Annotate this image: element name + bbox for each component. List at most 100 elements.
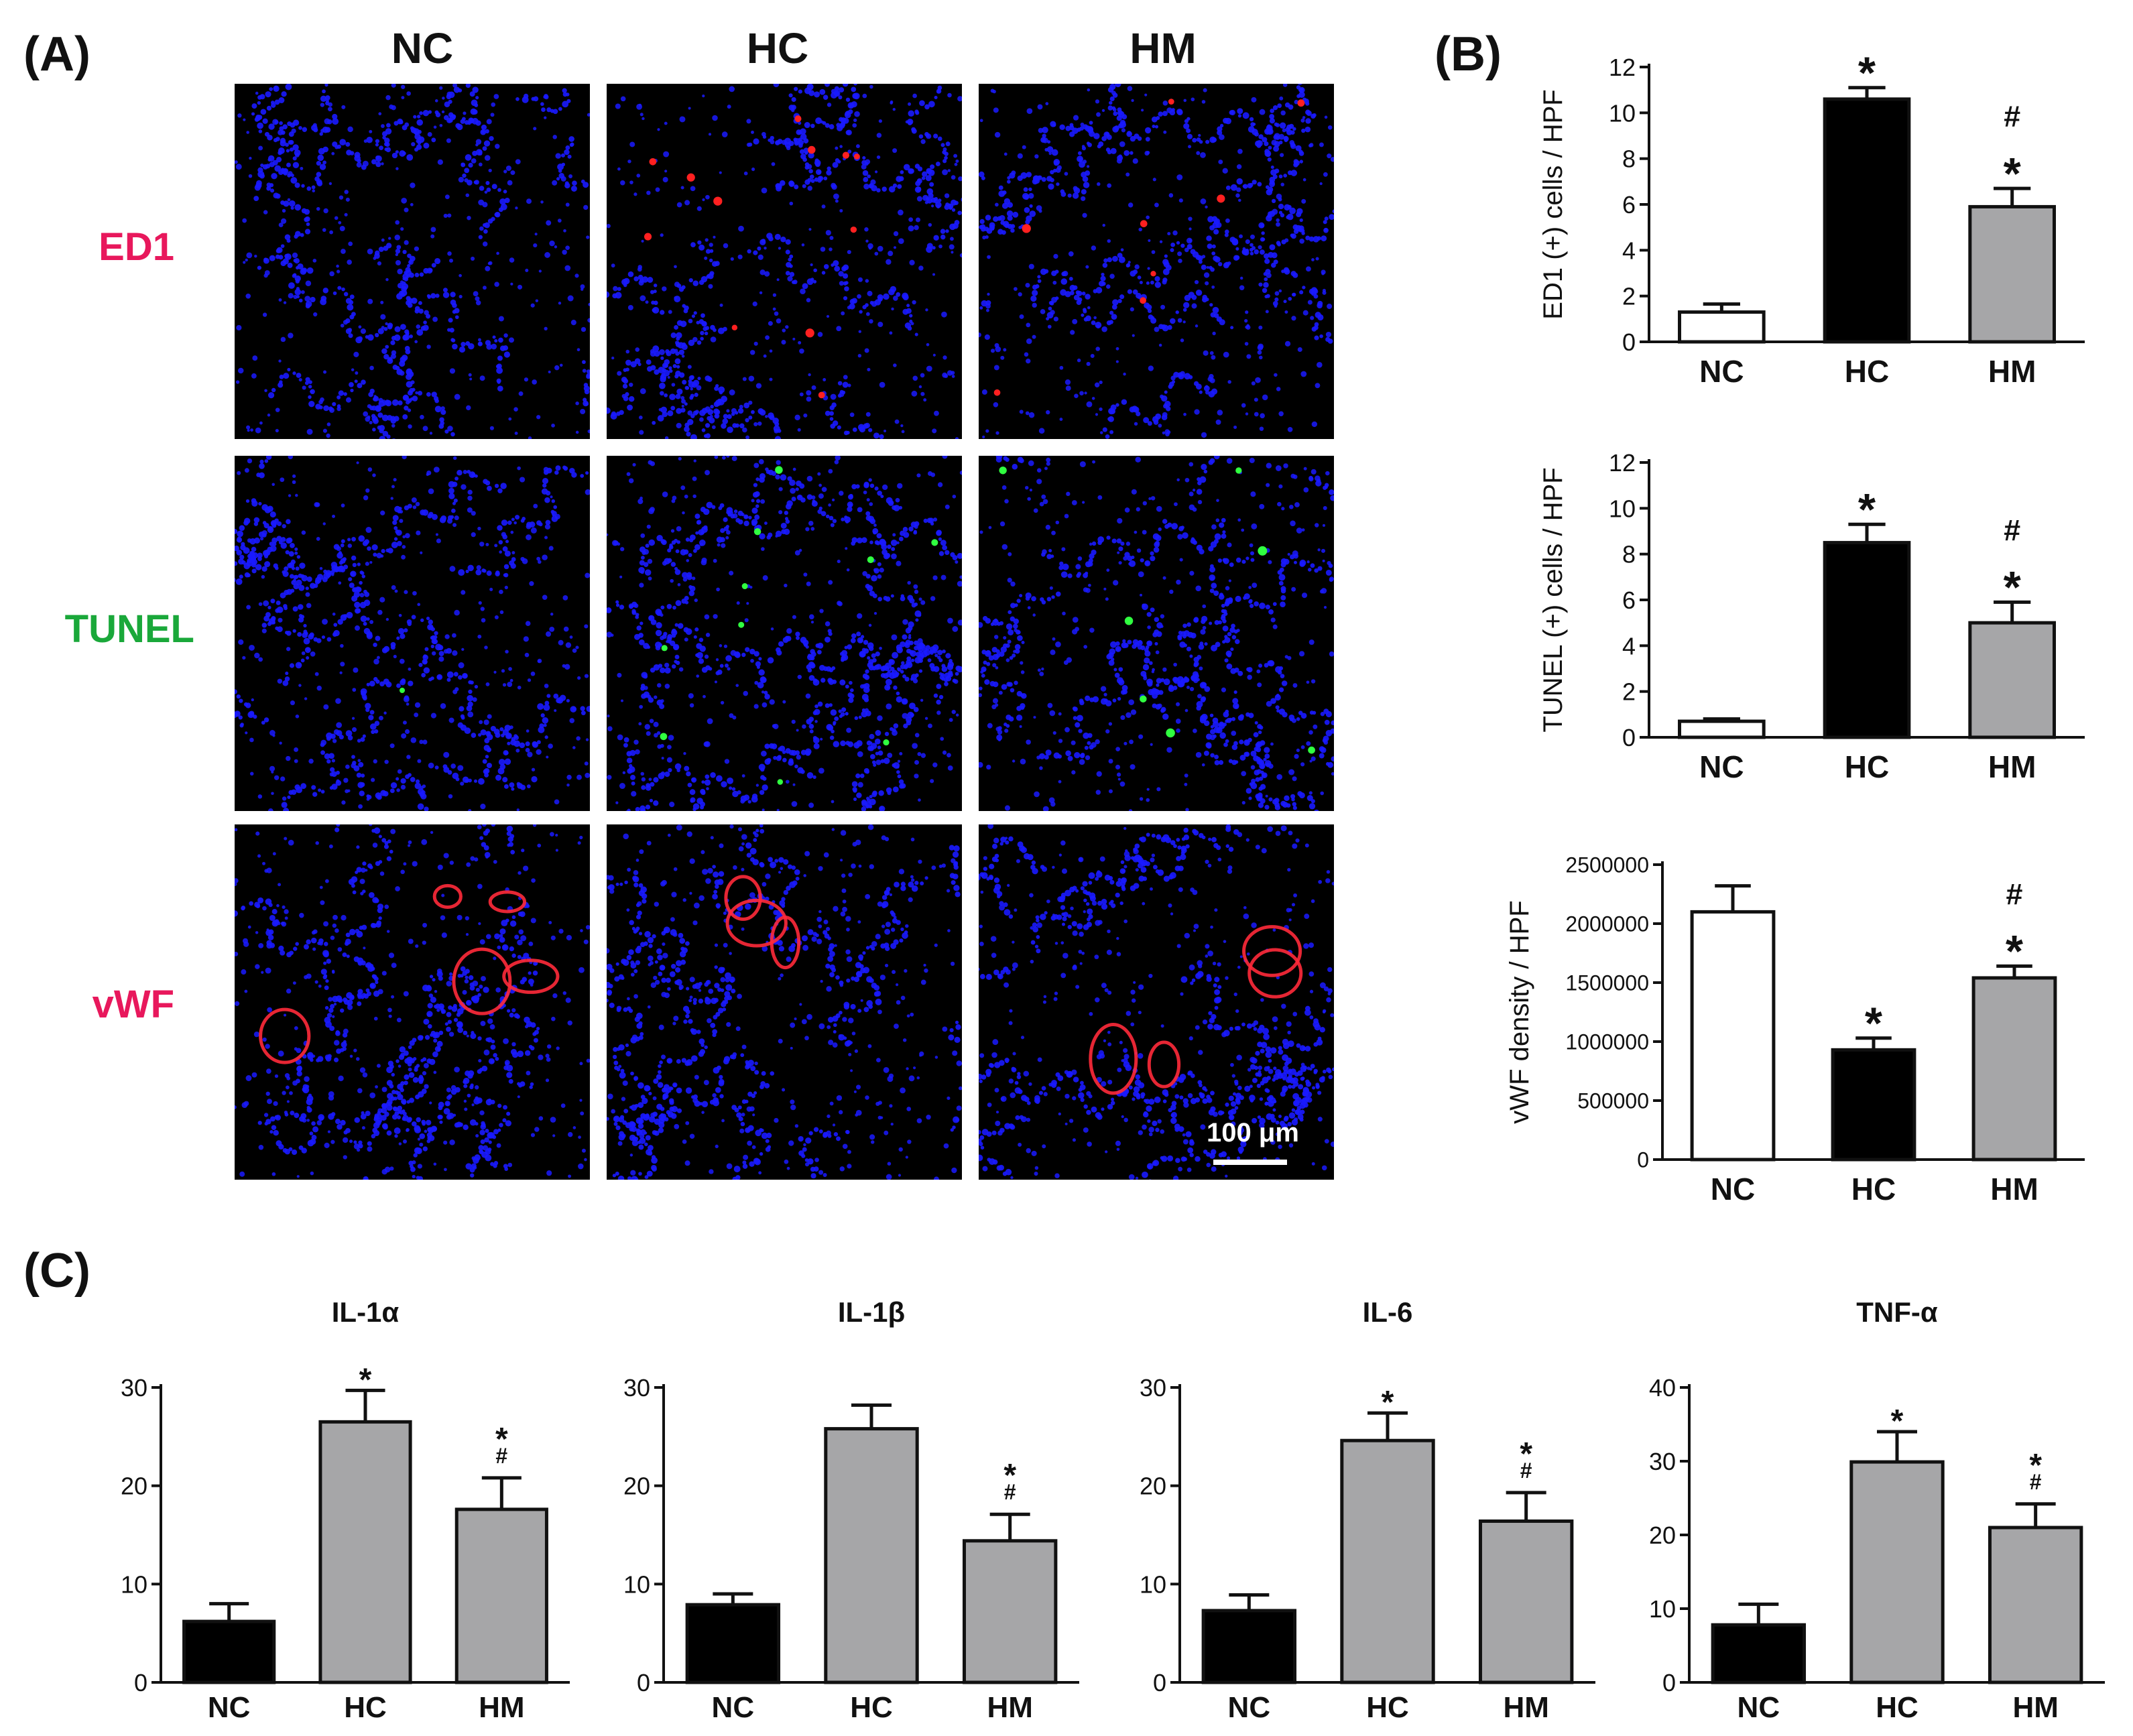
x-tick-label: NC <box>712 1691 755 1724</box>
y-tick-label: 30 <box>1649 1448 1676 1475</box>
micrograph-vwf-hm <box>979 824 1334 1180</box>
bar-nc <box>685 1603 781 1684</box>
panel-a-label: (A) <box>23 27 90 81</box>
significance-hash: # <box>1520 1459 1532 1483</box>
y-tick-label: 12 <box>1609 449 1636 477</box>
micrograph-texture <box>979 824 1334 1180</box>
significance-star: * <box>1382 1385 1394 1420</box>
chart-title: IL-1α <box>332 1296 400 1328</box>
micrograph-texture <box>979 84 1334 439</box>
row-label-ed1: ED1 <box>99 225 174 269</box>
y-tick-label: 0 <box>1153 1669 1166 1696</box>
x-tick-label: NC <box>1699 354 1744 389</box>
micrograph-texture <box>607 456 962 811</box>
y-axis-label: vWF density / HPF <box>1505 900 1534 1123</box>
y-tick-label: 10 <box>1649 1595 1676 1623</box>
micrograph-texture <box>979 456 1334 811</box>
bar-hm <box>1478 1519 1574 1684</box>
x-tick-label: HM <box>479 1691 524 1724</box>
y-tick-label: 12 <box>1609 54 1636 81</box>
bar-nc <box>1201 1609 1297 1684</box>
y-tick-label: 0 <box>134 1669 147 1696</box>
significance-hash: # <box>2030 1470 2042 1494</box>
significance-star: * <box>1858 485 1876 535</box>
y-tick-label: 10 <box>121 1570 147 1598</box>
y-tick-label: 0 <box>637 1669 650 1696</box>
y-tick-label: 8 <box>1622 145 1636 173</box>
x-tick-label: HC <box>344 1691 387 1724</box>
micrograph-texture <box>235 824 590 1180</box>
bar-hm <box>1988 1526 2083 1684</box>
y-tick-label: 6 <box>1622 191 1636 219</box>
column-header-nc: NC <box>391 24 454 72</box>
bar-hm <box>454 1507 548 1684</box>
y-tick-label: 1500000 <box>1565 971 1649 995</box>
micrograph-tunel-hc <box>607 456 962 811</box>
x-tick-label: NC <box>1699 749 1744 784</box>
bar-hc <box>824 1427 919 1684</box>
x-tick-label: HM <box>2012 1691 2058 1724</box>
micrograph-texture <box>607 824 962 1180</box>
y-tick-label: 2000000 <box>1565 912 1649 936</box>
significance-hash: # <box>2006 877 2023 911</box>
y-tick-label: 2 <box>1622 678 1636 706</box>
micrograph-texture <box>235 84 590 439</box>
bar-nc <box>1678 310 1766 344</box>
x-tick-label: NC <box>1738 1691 1780 1724</box>
x-tick-label: HC <box>1876 1691 1918 1724</box>
chart-ed1: ED1 (+) cells / HPF 0 2 4 6 8 10 12 NC HC * HM * # <box>1538 48 2085 389</box>
micrograph-vwf-hc <box>607 824 962 1180</box>
micrograph-ed1-hc <box>607 84 962 439</box>
scale-bar-label: 100 μm <box>1207 1118 1299 1148</box>
y-tick-label: 6 <box>1622 586 1636 614</box>
row-label-vwf: vWF <box>92 983 174 1026</box>
bar-nc <box>1678 719 1766 739</box>
y-tick-label: 20 <box>1649 1522 1676 1549</box>
y-tick-label: 10 <box>1609 495 1636 522</box>
x-tick-label: NC <box>208 1691 251 1724</box>
y-tick-label: 0 <box>1662 1669 1676 1696</box>
micrograph-vwf-nc <box>235 824 590 1180</box>
chart-title: IL-6 <box>1363 1296 1413 1328</box>
bar-hc <box>1831 1048 1916 1162</box>
x-tick-label: HM <box>1990 1172 2038 1206</box>
scale-bar <box>1213 1160 1287 1165</box>
bar-hm <box>1968 621 2056 739</box>
chart-vwf: vWF density / HPF 0 500000 1000000 1500000 20… <box>1505 853 2085 1206</box>
y-tick-label: 30 <box>1140 1374 1166 1402</box>
significance-star: * <box>2029 1448 2042 1483</box>
column-header-hm: HM <box>1130 24 1197 72</box>
y-tick-label: 500000 <box>1577 1089 1649 1113</box>
y-tick-label: 30 <box>623 1374 650 1402</box>
x-tick-label: HC <box>1845 749 1889 784</box>
bar-hm <box>1968 204 2056 344</box>
x-tick-label: HC <box>1845 354 1889 389</box>
y-tick-label: 30 <box>121 1374 147 1402</box>
bar-nc <box>182 1619 276 1684</box>
micrograph-ed1-hm <box>979 84 1334 439</box>
bar-nc <box>1711 1623 1807 1684</box>
x-tick-label: HM <box>1503 1691 1548 1724</box>
x-tick-label: HC <box>850 1691 893 1724</box>
significance-star: * <box>1858 48 1876 99</box>
y-tick-label: 2 <box>1622 283 1636 310</box>
x-tick-label: NC <box>1228 1691 1271 1724</box>
significance-star: * <box>2006 926 2024 977</box>
bar-hc <box>318 1420 412 1684</box>
bar-hm <box>962 1539 1058 1684</box>
y-tick-label: 8 <box>1622 541 1636 568</box>
y-tick-label: 4 <box>1622 632 1636 660</box>
bar-hc <box>1340 1438 1435 1684</box>
y-tick-label: 10 <box>1609 99 1636 127</box>
significance-star: * <box>1003 1458 1016 1493</box>
micrograph-tunel-nc <box>235 456 590 811</box>
x-tick-label: HM <box>987 1691 1032 1724</box>
y-axis-label: TUNEL (+) cells / HPF <box>1538 467 1568 732</box>
y-tick-label: 20 <box>121 1473 147 1500</box>
chart-tunel: TUNEL (+) cells / HPF 0 2 4 6 8 10 12 NC HC * HM * # <box>1538 449 2085 784</box>
significance-hash: # <box>2004 513 2020 547</box>
y-tick-label: 0 <box>1637 1148 1649 1172</box>
significance-star: * <box>359 1362 372 1398</box>
significance-star: * <box>1520 1436 1532 1472</box>
